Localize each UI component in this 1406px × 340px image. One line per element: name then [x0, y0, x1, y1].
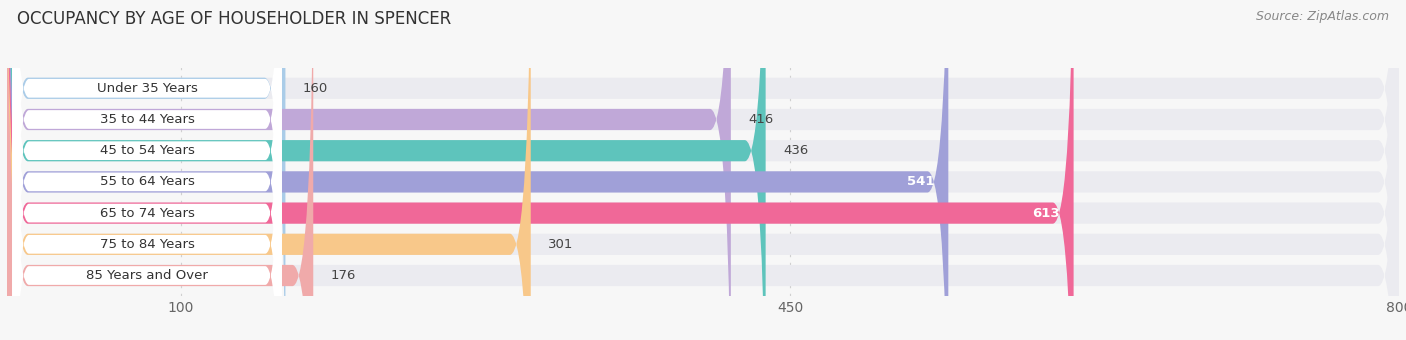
Text: 85 Years and Over: 85 Years and Over — [86, 269, 208, 282]
FancyBboxPatch shape — [7, 0, 1399, 340]
Text: Source: ZipAtlas.com: Source: ZipAtlas.com — [1256, 10, 1389, 23]
Text: 55 to 64 Years: 55 to 64 Years — [100, 175, 194, 188]
FancyBboxPatch shape — [13, 0, 283, 340]
FancyBboxPatch shape — [7, 0, 1399, 340]
Text: Under 35 Years: Under 35 Years — [97, 82, 197, 95]
FancyBboxPatch shape — [13, 0, 283, 340]
Text: 301: 301 — [548, 238, 574, 251]
FancyBboxPatch shape — [7, 0, 1399, 340]
FancyBboxPatch shape — [7, 0, 530, 340]
FancyBboxPatch shape — [13, 0, 283, 340]
FancyBboxPatch shape — [13, 0, 283, 340]
FancyBboxPatch shape — [13, 0, 283, 340]
Text: OCCUPANCY BY AGE OF HOUSEHOLDER IN SPENCER: OCCUPANCY BY AGE OF HOUSEHOLDER IN SPENC… — [17, 10, 451, 28]
FancyBboxPatch shape — [13, 0, 283, 340]
Text: 35 to 44 Years: 35 to 44 Years — [100, 113, 194, 126]
FancyBboxPatch shape — [13, 0, 283, 340]
FancyBboxPatch shape — [7, 0, 285, 340]
FancyBboxPatch shape — [7, 0, 314, 340]
Text: 176: 176 — [330, 269, 356, 282]
FancyBboxPatch shape — [7, 0, 766, 340]
FancyBboxPatch shape — [7, 0, 1399, 340]
FancyBboxPatch shape — [7, 0, 731, 340]
Text: 75 to 84 Years: 75 to 84 Years — [100, 238, 194, 251]
Text: 45 to 54 Years: 45 to 54 Years — [100, 144, 194, 157]
Text: 541: 541 — [907, 175, 935, 188]
FancyBboxPatch shape — [7, 0, 1399, 340]
FancyBboxPatch shape — [7, 0, 1074, 340]
Text: 613: 613 — [1032, 207, 1060, 220]
Text: 436: 436 — [783, 144, 808, 157]
FancyBboxPatch shape — [7, 0, 1399, 340]
Text: 160: 160 — [302, 82, 328, 95]
FancyBboxPatch shape — [7, 0, 948, 340]
Text: 416: 416 — [748, 113, 773, 126]
Text: 65 to 74 Years: 65 to 74 Years — [100, 207, 194, 220]
FancyBboxPatch shape — [7, 0, 1399, 340]
